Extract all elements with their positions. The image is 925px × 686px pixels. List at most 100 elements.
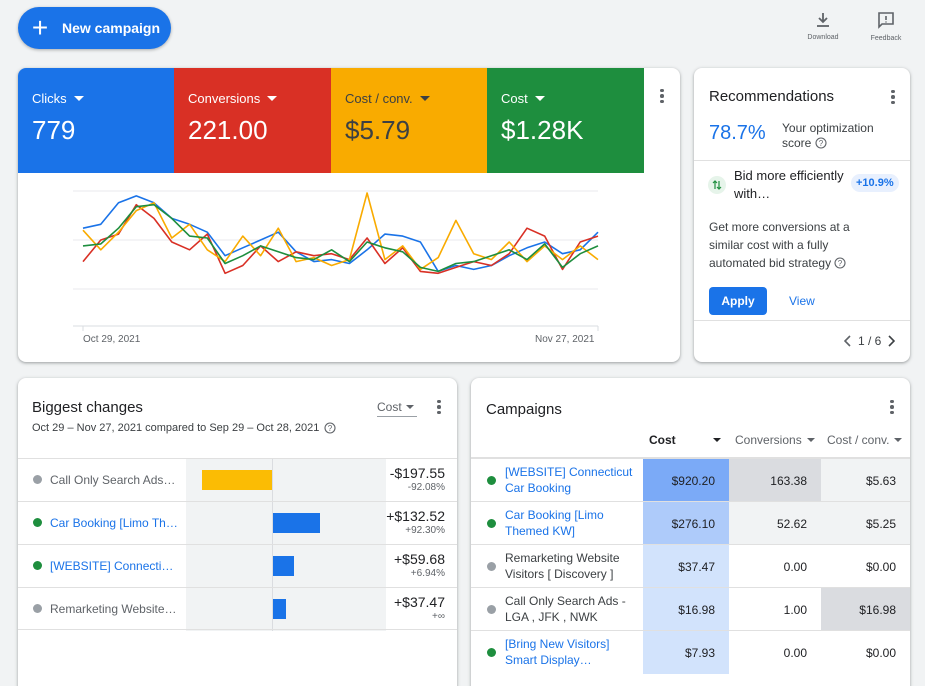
metric-value: 221.00 — [188, 115, 268, 145]
status-dot — [487, 605, 496, 614]
help-icon[interactable]: ? — [324, 422, 336, 434]
view-link[interactable]: View — [789, 294, 815, 308]
change-bar — [273, 599, 286, 619]
plus-icon: + — [31, 12, 49, 43]
biggest-changes-more-icon[interactable] — [429, 397, 449, 417]
svg-text:?: ? — [838, 259, 843, 268]
change-bar-area — [186, 545, 386, 588]
cost-cell: $276.10 — [643, 502, 729, 545]
caret-down-icon — [894, 438, 903, 442]
campaign-row[interactable]: [Bring New Visitors] Smart Display… $7.93… — [471, 630, 910, 674]
metric-value: $5.79 — [345, 115, 411, 145]
metric-select-value: Cost — [377, 400, 402, 414]
new-campaign-label: New campaign — [62, 20, 161, 36]
help-icon[interactable]: ? — [815, 137, 827, 149]
help-icon[interactable]: ? — [834, 257, 846, 269]
campaign-row[interactable]: [WEBSITE] Connecticut Car Booking $920.20… — [471, 458, 910, 502]
cost-per-conv-cell: $5.25 — [821, 502, 910, 545]
conversions-cell: 1.00 — [729, 588, 821, 631]
caret-down-icon — [405, 405, 414, 409]
cost-cell: $7.93 — [643, 631, 729, 674]
chevron-right-icon[interactable] — [887, 335, 896, 347]
biggest-changes-card: Biggest changes Oct 29 – Nov 27, 2021 co… — [18, 378, 457, 686]
metric-value: 779 — [32, 115, 76, 145]
download-icon — [817, 13, 829, 27]
cost-per-conv-cell: $0.00 — [821, 631, 910, 674]
zero-line — [272, 502, 273, 545]
campaign-name[interactable]: [WEBSITE] Connecticut Car Booking — [505, 465, 633, 495]
cost-per-conv-cell: $5.63 — [821, 459, 910, 502]
status-dot — [33, 604, 42, 613]
feedback-button[interactable]: Feedback — [861, 12, 911, 42]
biggest-change-row[interactable]: Car Booking [Limo The… +$132.52 +92.30% — [18, 501, 457, 545]
recommendation-item-title[interactable]: Bid more efficiently with… — [734, 168, 844, 201]
metric-label: Cost / conv. — [345, 91, 413, 106]
caret-down-icon — [419, 96, 430, 101]
feedback-icon — [878, 12, 894, 29]
column-header-conversions[interactable]: Conversions — [735, 433, 815, 447]
recommendations-pager: 1 / 6 — [844, 334, 896, 348]
overview-more-icon[interactable] — [652, 86, 672, 106]
campaign-row[interactable]: Call Only Search Ads - LGA , JFK , NWK $1… — [471, 587, 910, 631]
download-label: Download — [807, 34, 839, 41]
campaigns-more-icon[interactable] — [882, 397, 902, 417]
status-dot — [33, 561, 42, 570]
change-percent: +6.94% — [410, 568, 445, 579]
metric-label: Conversions — [188, 91, 261, 106]
cost-per-conv-cell: $0.00 — [821, 545, 910, 588]
overview-line-chart — [73, 190, 599, 331]
status-dot — [33, 475, 42, 484]
status-dot — [487, 519, 496, 528]
campaign-name[interactable]: Car Booking [Limo The… — [50, 516, 178, 530]
cost-cell: $16.98 — [643, 588, 729, 631]
campaign-name: Call Only Search Ads - … — [50, 473, 178, 487]
change-value: -$197.55 -92.08% — [389, 465, 445, 493]
conversions-cell: 0.00 — [729, 545, 821, 588]
campaign-row[interactable]: Car Booking [Limo Themed KW] $276.10 52.62… — [471, 501, 910, 545]
download-button[interactable]: Download — [798, 12, 848, 41]
metric-clicks[interactable]: Clicks 779 — [18, 68, 174, 173]
change-value: +$37.47 +∞ — [394, 594, 445, 622]
campaign-row[interactable]: Remarketing Website Visitors [ Discovery… — [471, 544, 910, 588]
new-campaign-button[interactable]: + New campaign — [18, 7, 171, 49]
chart-end-date: Nov 27, 2021 — [535, 334, 595, 345]
caret-down-icon — [534, 96, 545, 101]
biggest-changes-subtitle: Oct 29 – Nov 27, 2021 compared to Sep 29… — [32, 422, 336, 434]
campaign-name[interactable]: [Bring New Visitors] Smart Display… — [505, 637, 610, 667]
metric-cost-per-conv[interactable]: Cost / conv. $5.79 — [331, 68, 487, 173]
change-bar — [273, 513, 320, 533]
caret-down-icon — [73, 96, 84, 101]
metric-value: $1.28K — [501, 115, 584, 145]
campaign-name[interactable]: [WEBSITE] Connecticut… — [50, 559, 178, 573]
overview-card: Clicks 779 Conversions 221.00 Cost / con… — [18, 68, 680, 362]
biggest-change-row[interactable]: Call Only Search Ads - … -$197.55 -92.08% — [18, 458, 457, 502]
metric-select[interactable]: Cost — [377, 400, 417, 417]
biggest-change-row[interactable]: Remarketing Website V… +$37.47 +∞ — [18, 587, 457, 631]
zero-line — [272, 545, 273, 588]
change-value: +$132.52 +92.30% — [386, 508, 445, 536]
campaign-name: Call Only Search Ads - LGA , JFK , NWK — [505, 594, 626, 624]
recommendation-uplift-badge: +10.9% — [851, 174, 899, 192]
column-header-cost[interactable]: Cost — [649, 433, 721, 447]
recommendations-more-icon[interactable] — [883, 87, 903, 107]
column-header-cost-per-conv[interactable]: Cost / conv. — [827, 433, 903, 447]
campaigns-title: Campaigns — [486, 401, 562, 418]
change-bar-area — [186, 502, 386, 545]
bid-strategy-icon — [708, 176, 726, 194]
campaign-name[interactable]: Car Booking [Limo Themed KW] — [505, 508, 604, 538]
header-divider — [471, 457, 910, 458]
change-percent: +92.30% — [405, 525, 445, 536]
biggest-change-row[interactable]: [WEBSITE] Connecticut… +$59.68 +6.94% — [18, 544, 457, 588]
conversions-cell: 52.62 — [729, 502, 821, 545]
change-value: +$59.68 +6.94% — [394, 551, 445, 579]
status-dot — [487, 648, 496, 657]
recommendations-title: Recommendations — [709, 88, 835, 105]
zero-line — [272, 459, 273, 502]
chart-start-date: Oct 29, 2021 — [83, 334, 141, 345]
metric-cost[interactable]: Cost $1.28K — [487, 68, 644, 173]
apply-button[interactable]: Apply — [709, 287, 767, 315]
chevron-left-icon[interactable] — [844, 335, 852, 347]
metric-conversions[interactable]: Conversions 221.00 — [174, 68, 331, 173]
caret-down-icon — [267, 96, 278, 101]
status-dot — [487, 476, 496, 485]
